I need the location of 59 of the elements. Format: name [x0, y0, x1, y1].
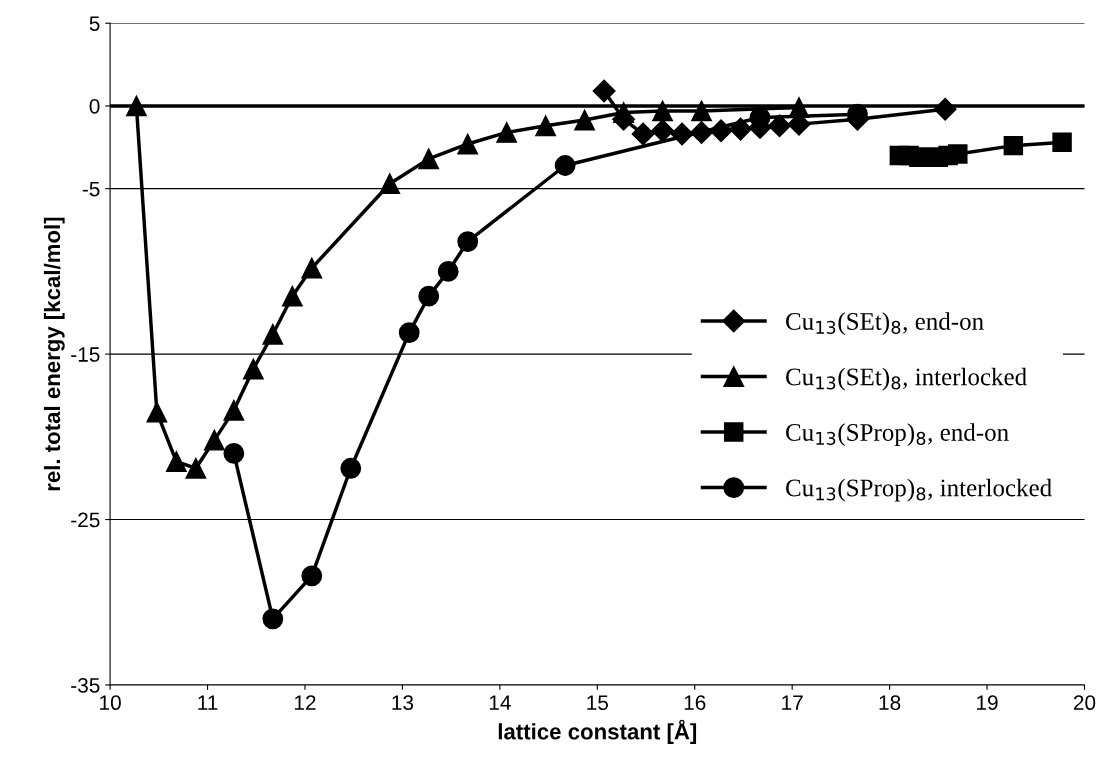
point [554, 155, 576, 176]
point [398, 322, 420, 344]
x-tick-label: 13 [392, 695, 414, 711]
legend-label: Cu$_{13}$(SEt)$_{8}$, interlocked [786, 367, 1027, 391]
x-tick-label: 14 [489, 695, 511, 710]
point [203, 429, 225, 451]
point [340, 457, 362, 479]
legend-label: Cu$_{13}$(SProp)$_{8}$, end-on [786, 423, 1009, 446]
legend-label: Cu$_{13}$(SProp)$_{8}$, interlocked [786, 478, 1052, 502]
legend-label: Cu$_{13}$(SEt)$_{8}$, end-on [786, 312, 984, 335]
point [301, 565, 323, 587]
point [146, 401, 168, 423]
point [301, 257, 323, 279]
point [262, 608, 284, 630]
x-tick-label: 18 [879, 695, 901, 711]
y-tick-label: 0 [89, 98, 100, 114]
x-axis-title: lattice constant [Å] [498, 719, 697, 744]
point [457, 133, 479, 155]
point [948, 144, 968, 164]
point [457, 231, 479, 253]
y-tick-label: -35 [71, 677, 100, 693]
point [535, 115, 557, 137]
point [223, 442, 245, 464]
x-tick-label: 15 [587, 695, 609, 711]
point [379, 173, 401, 195]
point [691, 100, 712, 122]
point [125, 95, 147, 117]
point [651, 119, 675, 143]
x-tick-label: 16 [684, 695, 706, 711]
point [262, 323, 284, 345]
y-tick-label: -5 [82, 181, 100, 197]
point [242, 358, 264, 380]
x-tick-label: 17 [782, 695, 803, 710]
y-tick-label: 5 [89, 16, 100, 31]
x-tick-label: 10 [100, 695, 121, 711]
x-tick-label: 20 [1073, 695, 1096, 711]
point [418, 148, 440, 170]
point [1052, 132, 1072, 153]
y-tick-label: -15 [71, 347, 100, 362]
point [1003, 135, 1024, 156]
y-tick-label: -25 [71, 512, 100, 528]
point [631, 122, 655, 146]
x-tick-label: 11 [198, 695, 218, 710]
point [613, 102, 635, 123]
x-tick-label: 19 [977, 695, 998, 711]
point [165, 451, 187, 473]
point [281, 285, 303, 307]
point [185, 457, 207, 479]
y-axis-title: rel. total energy [kcal/mol] [43, 217, 65, 491]
point [768, 114, 792, 138]
point [592, 79, 616, 103]
point [437, 260, 459, 282]
point [496, 121, 518, 143]
point [223, 399, 245, 421]
point [574, 109, 596, 131]
x-tick-label: 12 [294, 695, 316, 710]
point [652, 100, 673, 122]
point [418, 285, 440, 307]
point [933, 97, 957, 121]
